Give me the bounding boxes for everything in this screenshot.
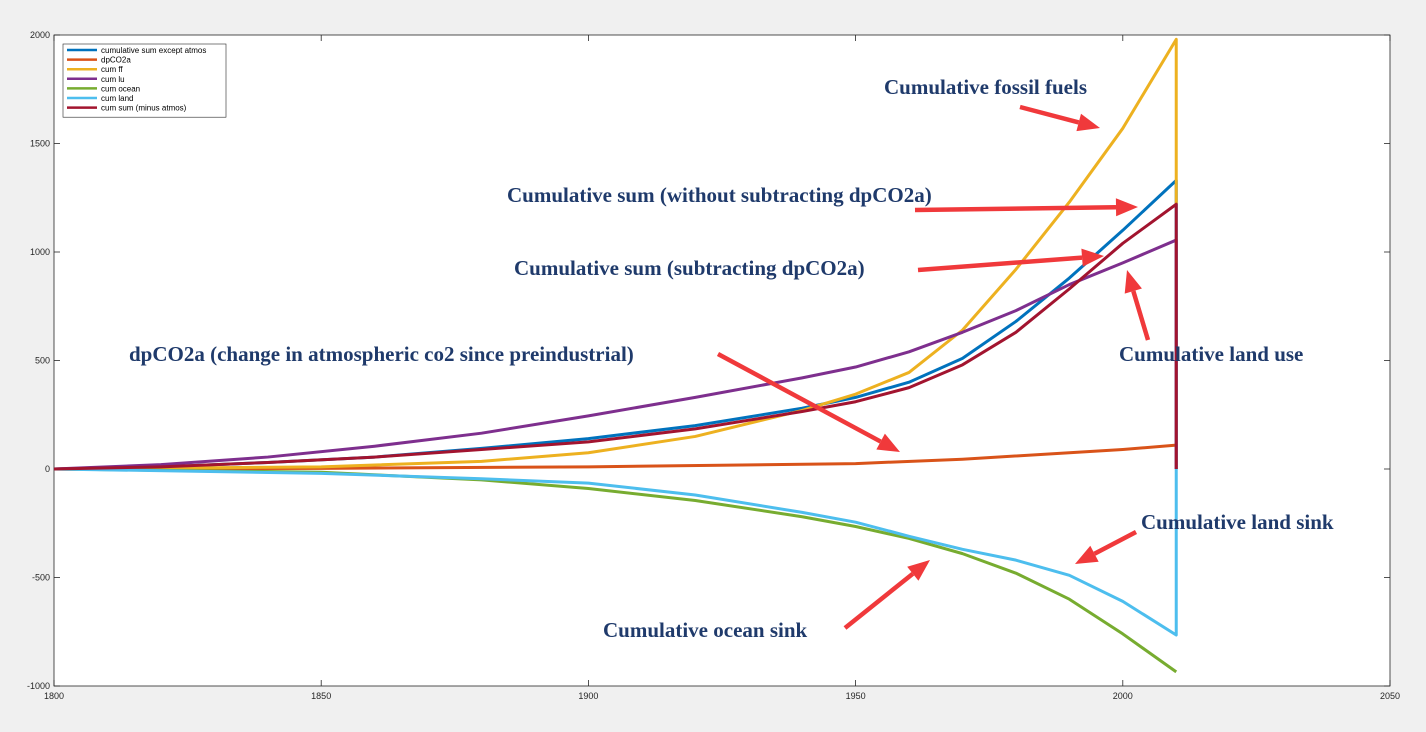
annotation-arrow bbox=[1131, 290, 1151, 341]
annotation-label: Cumulative sum (without subtracting dpCO… bbox=[507, 183, 932, 207]
legend-box bbox=[62, 43, 227, 118]
annotation-arrowhead bbox=[1115, 198, 1138, 217]
legend-label: cum land bbox=[101, 94, 133, 103]
y-tick-label: 500 bbox=[35, 356, 50, 366]
annotation-arrow bbox=[1093, 530, 1138, 556]
annotation-arrow bbox=[843, 571, 915, 630]
cum-land-line bbox=[53, 467, 1178, 637]
annotation-arrowhead bbox=[1124, 270, 1142, 294]
annotation-arrow bbox=[914, 205, 1117, 213]
annotation-arrowhead bbox=[1075, 545, 1099, 564]
x-tick-label: 2050 bbox=[1380, 691, 1400, 701]
y-tick-label: 0 bbox=[45, 464, 50, 474]
x-tick-label: 1800 bbox=[44, 691, 64, 701]
annotation-label: Cumulative fossil fuels bbox=[884, 75, 1087, 99]
legend-label: dpCO2a bbox=[101, 56, 131, 65]
legend-label: cum ocean bbox=[101, 84, 140, 93]
legend-label: cum ff bbox=[101, 65, 123, 74]
annotation-label: Cumulative land use bbox=[1119, 342, 1303, 366]
y-tick-label: 2000 bbox=[30, 30, 50, 40]
y-tick-label: 1000 bbox=[30, 247, 50, 257]
annotation-arrowhead bbox=[1081, 248, 1104, 267]
annotation-label: Cumulative sum (subtracting dpCO2a) bbox=[514, 256, 865, 280]
x-tick-label: 1900 bbox=[578, 691, 598, 701]
x-tick-label: 2000 bbox=[1113, 691, 1133, 701]
annotation-arrow bbox=[716, 352, 882, 444]
legend-label: cumulative sum except atmos bbox=[101, 46, 206, 55]
dpco2a-line bbox=[53, 443, 1177, 471]
annotation-arrow bbox=[917, 255, 1083, 273]
annotation-label: Cumulative ocean sink bbox=[603, 618, 808, 642]
plot-area bbox=[53, 34, 1391, 687]
legend-label: cum lu bbox=[101, 75, 125, 84]
annotation-arrowhead bbox=[876, 433, 900, 452]
y-tick-label: -1000 bbox=[27, 681, 50, 691]
cum-lu-line bbox=[53, 238, 1178, 471]
annotation-arrowhead bbox=[907, 560, 930, 581]
annotation-label: dpCO2a (change in atmospheric co2 since … bbox=[129, 342, 634, 366]
annotation-label: Cumulative land sink bbox=[1141, 510, 1334, 534]
cum-sum-minus-atmos-line bbox=[53, 202, 1178, 471]
x-tick-label: 1950 bbox=[846, 691, 866, 701]
y-tick-label: 1500 bbox=[30, 139, 50, 149]
annotation-arrow bbox=[1019, 104, 1080, 125]
x-tick-label: 1850 bbox=[311, 691, 331, 701]
legend-label: cum sum (minus atmos) bbox=[101, 104, 187, 113]
annotation-arrowhead bbox=[1076, 113, 1100, 132]
y-tick-label: -500 bbox=[32, 573, 50, 583]
cum-ff-line bbox=[53, 37, 1178, 471]
